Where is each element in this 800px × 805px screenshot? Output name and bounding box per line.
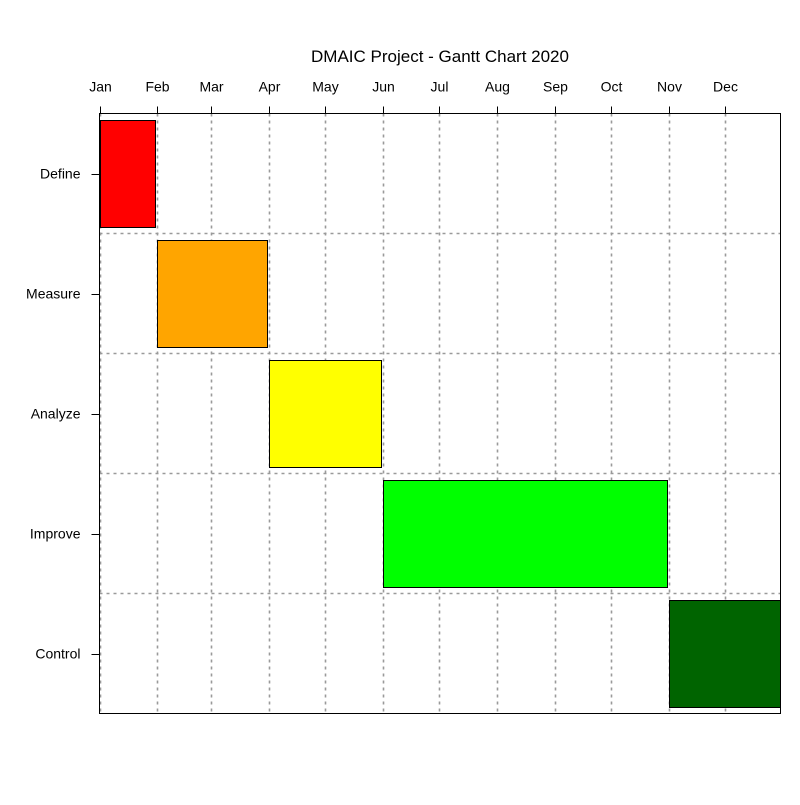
y-tick-label: Define <box>40 166 81 182</box>
y-tick-label: Analyze <box>31 406 81 422</box>
x-tick-label: Jul <box>431 79 449 95</box>
y-tick-label: Measure <box>26 286 81 302</box>
x-tick-label: Dec <box>713 79 738 95</box>
y-tick-label: Improve <box>30 526 81 542</box>
task-bars <box>100 120 781 708</box>
task-bar-control <box>669 600 781 708</box>
x-tick-label: Sep <box>543 79 568 95</box>
task-bar-improve <box>383 480 668 588</box>
x-tick-label: Nov <box>657 79 682 95</box>
task-bar-analyze <box>269 360 382 468</box>
y-tick-label: Control <box>35 646 80 662</box>
x-tick-label: Feb <box>145 79 169 95</box>
y-axis: Define Measure Analyze Improve Control <box>26 166 100 662</box>
x-tick-label: Mar <box>199 79 223 95</box>
x-tick-label: Jan <box>89 79 112 95</box>
chart-title: DMAIC Project - Gantt Chart 2020 <box>311 47 569 66</box>
grid-lines <box>99 113 781 714</box>
x-tick-label: May <box>312 79 338 95</box>
x-tick-label: Aug <box>485 79 510 95</box>
x-tick-label: Jun <box>372 79 395 95</box>
task-bar-define <box>100 120 156 228</box>
task-bar-measure <box>157 240 268 348</box>
x-tick-label: Oct <box>601 79 623 95</box>
x-tick-label: Apr <box>259 79 281 95</box>
x-axis: Jan Feb Mar Apr May Jun Jul Aug Sep Oct Nov Dec <box>89 79 738 114</box>
